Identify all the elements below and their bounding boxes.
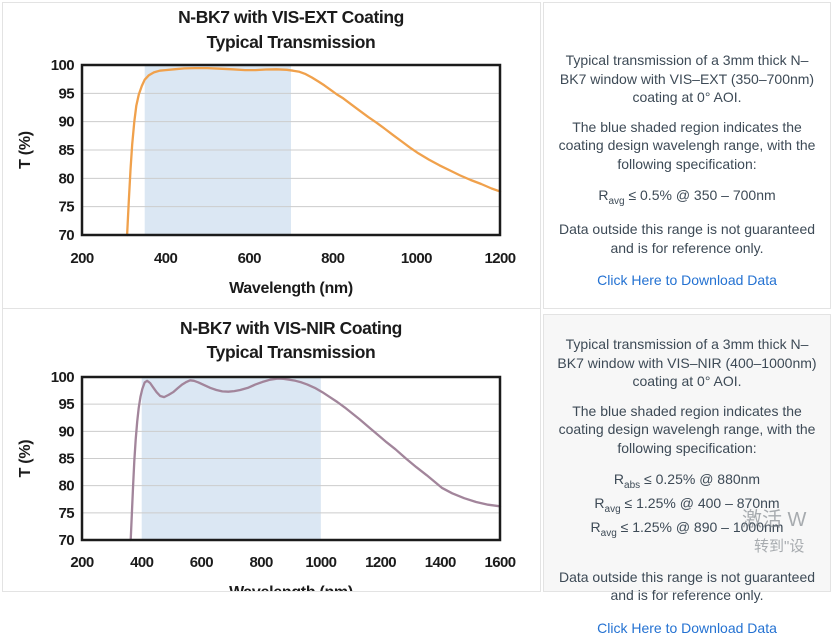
- x-tick-label: 1400: [425, 554, 456, 571]
- y-tick-label: 90: [59, 423, 75, 440]
- download-data-link[interactable]: Click Here to Download Data: [597, 272, 777, 289]
- x-tick-label: 600: [238, 250, 261, 267]
- x-tick-label: 1200: [365, 554, 396, 571]
- x-tick-label: 800: [321, 250, 344, 267]
- x-tick-label: 400: [154, 250, 177, 267]
- spec-list: Ravg ≤ 0.5% @ 350 – 700nm: [556, 185, 818, 209]
- spec-line: Ravg ≤ 1.25% @ 890 – 1000nm: [590, 519, 784, 540]
- disclaimer-text: Data outside this range is not guarantee…: [558, 568, 816, 604]
- x-tick-label: 1600: [485, 554, 516, 571]
- x-tick-label: 1000: [305, 554, 336, 571]
- x-axis-label: Wavelength (nm): [229, 584, 353, 591]
- x-tick-label: 200: [70, 554, 93, 571]
- x-tick-label: 600: [190, 554, 213, 571]
- band-note-text: The blue shaded region indicates the coa…: [558, 118, 816, 173]
- chart-subtitle: Typical Transmission: [207, 342, 376, 362]
- chart-subtitle: Typical Transmission: [207, 32, 376, 52]
- plot-frame: [80, 375, 502, 542]
- y-tick-label: 80: [59, 170, 75, 187]
- spec-line: Rabs ≤ 0.25% @ 880nm: [613, 470, 761, 491]
- y-tick-label: 90: [59, 114, 75, 131]
- vis-ext-chart-panel: N-BK7 with VIS-EXT Coating Typical Transm…: [2, 2, 541, 309]
- chart-title: N-BK7 with VIS-NIR Coating: [180, 318, 402, 338]
- y-axis-label: T (%): [17, 440, 34, 478]
- disclaimer-text: Data outside this range is not guarantee…: [558, 220, 816, 256]
- y-tick-label: 75: [59, 199, 75, 216]
- y-tick-label: 95: [59, 396, 75, 413]
- x-tick-label: 200: [70, 250, 93, 267]
- spec-line: Ravg ≤ 1.25% @ 400 – 870nm: [594, 494, 780, 515]
- y-tick-label: 70: [59, 227, 75, 244]
- y-tick-label: 100: [51, 57, 74, 74]
- spec-list: Rabs ≤ 0.25% @ 880nm Ravg ≤ 1.25% @ 400 –…: [556, 469, 818, 542]
- band-note-text: The blue shaded region indicates the coa…: [558, 402, 816, 457]
- description-text: Typical transmission of a 3mm thick N–BK…: [557, 336, 817, 390]
- x-tick-label: 400: [130, 554, 153, 571]
- description-text: Typical transmission of a 3mm thick N–BK…: [559, 52, 815, 106]
- vis-nir-info-panel: Typical transmission of a 3mm thick N–BK…: [543, 314, 831, 636]
- y-tick-label: 100: [51, 369, 74, 386]
- y-tick-label: 80: [59, 478, 75, 495]
- y-axis-label: T (%): [17, 131, 34, 169]
- y-tick-label: 70: [59, 532, 75, 549]
- y-tick-label: 85: [59, 142, 75, 159]
- download-data-link[interactable]: Click Here to Download Data: [597, 619, 777, 636]
- plot-frame: [80, 63, 502, 237]
- vis-nir-chart-panel: N-BK7 with VIS-NIR Coating Typical Transm…: [2, 308, 541, 592]
- x-tick-label: 1000: [401, 250, 432, 267]
- y-tick-label: 95: [59, 85, 75, 102]
- x-axis-label: Wavelength (nm): [229, 280, 353, 297]
- y-tick-label: 75: [59, 505, 75, 522]
- chart-title: N-BK7 with VIS-EXT Coating: [178, 7, 404, 27]
- spec-line: Ravg ≤ 0.5% @ 350 – 700nm: [598, 186, 776, 207]
- x-tick-label: 800: [250, 554, 273, 571]
- vis-ext-info-panel: Typical transmission of a 3mm thick N–BK…: [543, 2, 831, 309]
- vis-ext-transmission-chart: N-BK7 with VIS-EXT Coating Typical Transm…: [17, 7, 516, 297]
- transmission-curve: [125, 66, 502, 237]
- y-tick-label: 85: [59, 451, 75, 468]
- x-tick-label: 1200: [485, 250, 516, 267]
- transmission-curve: [129, 377, 502, 542]
- vis-nir-transmission-chart: N-BK7 with VIS-NIR Coating Typical Transm…: [17, 318, 516, 591]
